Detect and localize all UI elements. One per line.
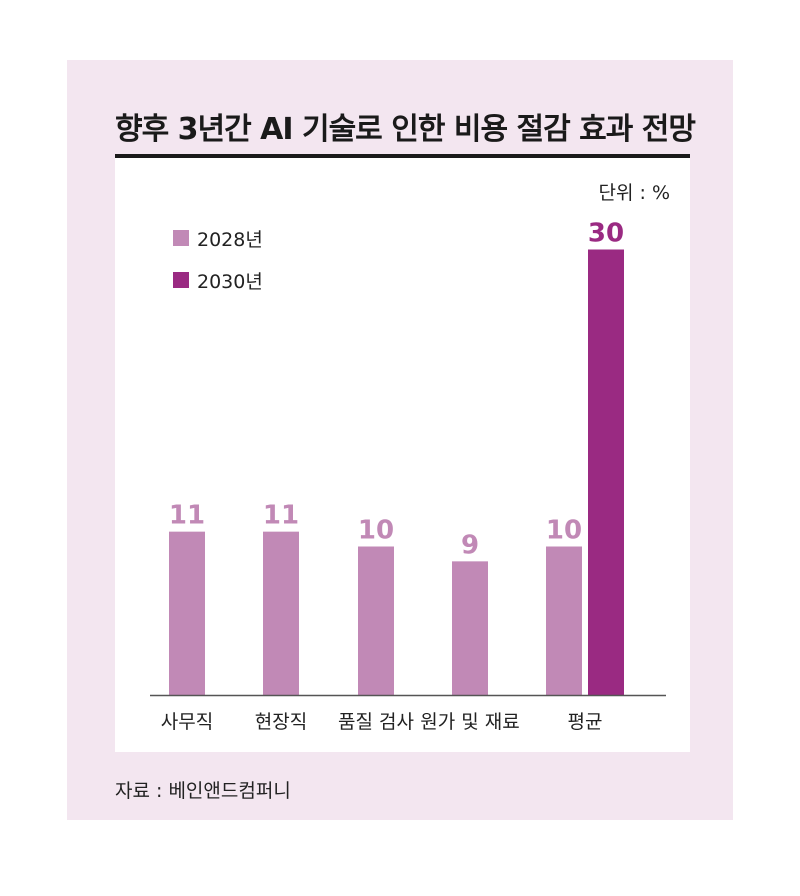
x-tick-label-3: 원가 및 재료	[420, 711, 519, 733]
legend-label-2028: 2028년	[197, 228, 263, 251]
legend-item-2030: 2030년	[173, 268, 263, 293]
bar-2030-4	[588, 249, 624, 695]
data-label-2028-1: 11	[263, 501, 299, 531]
title-rule	[115, 154, 690, 158]
bar-2028-0	[169, 531, 205, 695]
x-tick-label-4: 평균	[568, 711, 603, 733]
legend-label-2030: 2030년	[197, 270, 263, 293]
data-label-2030-4: 30	[588, 219, 624, 249]
data-label-2028-4: 10	[546, 516, 582, 546]
legend-swatch-2030	[173, 272, 189, 288]
data-label-2028-3: 9	[461, 530, 479, 560]
data-label-2028-0: 11	[169, 501, 205, 531]
x-tick-label-2: 품질 검사	[338, 711, 414, 733]
data-label-2028-2: 10	[358, 516, 394, 546]
bar-2028-2	[358, 546, 394, 695]
x-tick-label-1: 현장직	[255, 711, 307, 733]
bar-2028-4	[546, 546, 582, 695]
legend-swatch-2028	[173, 230, 189, 246]
bar-2028-3	[452, 561, 488, 695]
unit-label: 단위 : %	[598, 182, 671, 204]
legend-item-2028: 2028년	[173, 226, 263, 251]
x-tick-label-0: 사무직	[161, 711, 213, 733]
bar-2028-1	[263, 531, 299, 695]
chart-title: 향후 3년간 AI 기술로 인한 비용 절감 효과 전망	[115, 112, 696, 147]
source-note: 자료 : 베인앤드컴퍼니	[115, 780, 291, 802]
